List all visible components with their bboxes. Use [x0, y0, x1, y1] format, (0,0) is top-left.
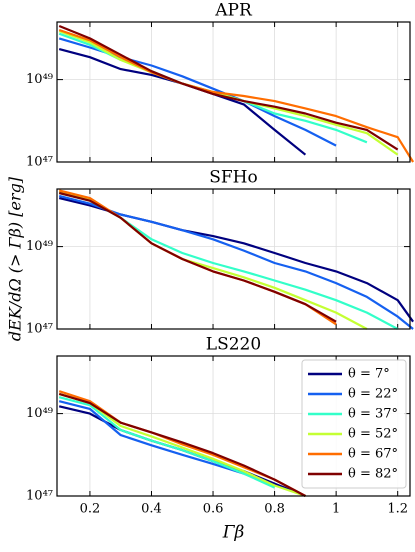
x-tick-label: 1: [332, 502, 340, 517]
plot-frame: [56, 188, 411, 330]
y-tick-label: 10⁴⁷: [26, 155, 53, 170]
legend-label: θ = 7°: [348, 367, 390, 382]
series-line: [58, 191, 337, 323]
x-tick-label: 0.2: [80, 502, 101, 517]
y-tick-label: 10⁴⁹: [26, 406, 53, 421]
x-tick-label: 0.8: [264, 502, 285, 517]
series-line: [58, 37, 337, 147]
legend-label: θ = 82°: [348, 467, 398, 482]
y-tick-label: 10⁴⁹: [26, 239, 53, 254]
y-tick-label: 10⁴⁷: [26, 322, 53, 337]
series-line: [58, 194, 414, 330]
series-line: [58, 24, 399, 151]
legend-label: θ = 22°: [348, 387, 398, 402]
series-line: [58, 28, 415, 163]
legend-label: θ = 37°: [348, 407, 398, 422]
x-axis-label: Γβ: [222, 523, 245, 543]
series-line: [58, 191, 399, 330]
y-tick-label: 10⁴⁹: [26, 72, 53, 87]
series-line: [58, 392, 306, 497]
plot-frame: [56, 21, 411, 163]
panel-title: APR: [214, 1, 253, 21]
legend-box: [301, 359, 407, 489]
series-line: [58, 396, 276, 489]
x-tick-label: 0.6: [203, 502, 224, 517]
panel-title: SFHo: [209, 168, 258, 188]
y-tick-label: 10⁴⁷: [26, 489, 53, 504]
legend-label: θ = 67°: [348, 447, 398, 462]
series-line: [58, 197, 414, 323]
panel-title: LS220: [206, 335, 261, 355]
y-axis-label: dEK/dΩ (> Γβ) [erg]: [6, 176, 25, 341]
legend-label: θ = 52°: [348, 427, 398, 442]
series-line: [58, 48, 307, 156]
plot-frame: [56, 355, 411, 497]
x-tick-label: 0.4: [141, 502, 162, 517]
x-tick-label: 1.2: [387, 502, 408, 517]
